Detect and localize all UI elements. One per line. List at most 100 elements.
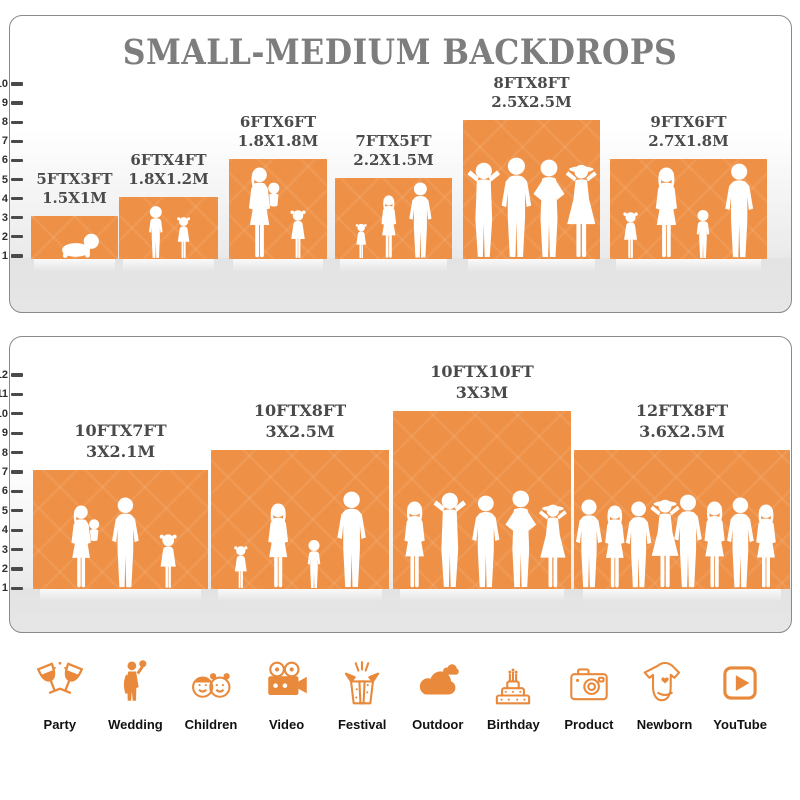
ruler-tick <box>11 450 23 455</box>
backdrop-rect <box>229 159 327 272</box>
backdrop-rect <box>610 159 767 272</box>
ruler-tick <box>11 567 23 571</box>
backdrop-rect <box>119 197 218 272</box>
ruler-number: 12 <box>0 369 8 381</box>
backdrop-size-label: 6FTX6FT 1.8X1.8M <box>238 113 318 151</box>
backdrop-size-label: 9FTX6FT 2.7X1.8M <box>648 113 728 151</box>
product-camera-icon <box>570 668 608 701</box>
category-label: Party <box>43 717 77 732</box>
ruler-number: 8 <box>1 116 8 129</box>
ruler-tick <box>11 373 23 377</box>
ruler-tick <box>11 196 23 201</box>
size-m: 2.2X1.5M <box>353 150 434 169</box>
category-label: Product <box>564 717 614 732</box>
size-m: 1.5X1M <box>42 188 107 207</box>
backdrop-rect <box>463 120 600 272</box>
size-ft: 5FTX3FT <box>36 169 113 188</box>
backdrop-size-label: 10FTX7FT 3X2.1M <box>74 421 166 462</box>
silhouette-man <box>332 491 371 589</box>
ruler-number: 2 <box>1 230 8 243</box>
wedding-couple-icon <box>124 660 147 701</box>
category-label: Outdoor <box>412 717 464 732</box>
category-label: YouTube <box>713 717 767 732</box>
ruler-tick <box>11 120 23 124</box>
ruler-number: 2 <box>1 563 8 575</box>
children-faces-icon <box>192 673 231 698</box>
category-label: Birthday <box>486 717 540 732</box>
category-festival: Festival <box>324 658 400 732</box>
silhouette-toddler-girl <box>288 209 308 259</box>
ruler-tick <box>11 509 23 513</box>
backdrop-size-label: 6FTX4FT 1.8X1.2M <box>128 151 208 189</box>
silhouette-man <box>405 182 436 259</box>
silhouette-woman-posing <box>558 162 605 259</box>
ruler-number: 3 <box>1 543 8 556</box>
backdrop-size-label: 12FTX8FT 3.6X2.5M <box>636 401 728 442</box>
category-newborn: Newborn <box>627 658 703 732</box>
size-m: 2.7X1.8M <box>648 131 729 150</box>
size-ft: 10FTX8FT <box>253 401 347 421</box>
ruler-tick <box>11 586 23 591</box>
backdrop-rect <box>335 178 452 272</box>
ruler-number: 10 <box>0 78 8 90</box>
page-title: SMALL-MEDIUM BACKDROPS <box>123 32 678 73</box>
silhouette-woman-posing <box>532 502 574 589</box>
ruler-number: 3 <box>1 211 8 224</box>
ruler-tick <box>11 412 23 416</box>
ruler-tick <box>11 216 23 220</box>
silhouette-woman-holding-child <box>66 505 105 589</box>
ruler-tick <box>11 489 23 494</box>
ruler-tick <box>11 431 23 435</box>
ruler-number: 4 <box>1 524 8 537</box>
silhouette-woman <box>749 504 783 589</box>
size-ft: 6FTX4FT <box>130 150 207 169</box>
silhouette-boy <box>304 539 324 589</box>
ruler-tick <box>11 158 23 163</box>
category-label: Wedding <box>108 717 163 732</box>
backdrop-size-label: 7FTX5FT 2.2X1.5M <box>353 132 433 170</box>
ruler-number: 4 <box>1 192 8 205</box>
ruler-number: 1 <box>1 249 8 262</box>
ruler-number: 10 <box>0 407 8 420</box>
ruler-tick <box>11 470 23 474</box>
silhouette-toddler-girl <box>354 223 368 259</box>
newborn-onesie-icon <box>643 662 680 702</box>
youtube-play-icon <box>723 666 757 700</box>
category-label: Festival <box>337 717 387 732</box>
backdrop-rect <box>33 470 208 602</box>
silhouette-girl <box>175 216 192 259</box>
silhouette-woman <box>261 503 295 589</box>
size-ft: 9FTX6FT <box>650 112 727 131</box>
silhouette-man <box>107 497 144 589</box>
ruler-number: 7 <box>1 135 8 148</box>
backdrop-size-label: 5FTX3FT 1.5X1M <box>36 170 112 208</box>
ruler-number: 11 <box>0 388 8 401</box>
size-m: 1.8X1.2M <box>128 169 209 188</box>
size-m: 3X3M <box>455 382 509 402</box>
ruler-tick <box>11 82 23 86</box>
silhouette-crawling-baby <box>57 233 100 259</box>
silhouette-toddler-girl <box>232 545 250 589</box>
panel-small-medium: SMALL-MEDIUM BACKDROPS 10 9 8 7 6 5 4 3 2 1 5FTX3… <box>0 15 792 313</box>
size-m: 3X2.5M <box>265 421 335 441</box>
silhouette-boy <box>145 205 167 259</box>
ruler-number: 9 <box>1 427 8 440</box>
size-m: 1.8X1.8M <box>237 131 319 150</box>
backdrop-rect <box>31 216 118 272</box>
category-video: Video <box>249 658 325 732</box>
ruler-number: 5 <box>1 173 8 186</box>
ruler-number: 5 <box>1 504 8 517</box>
video-camera-icon <box>267 661 307 695</box>
category-wedding: Wedding <box>98 658 174 732</box>
ruler-number: 9 <box>1 97 8 110</box>
category-product: Product <box>551 658 627 732</box>
size-ft: 10FTX10FT <box>430 362 534 382</box>
ruler-tick <box>11 139 23 143</box>
silhouette-man <box>720 163 758 259</box>
ruler-tick <box>11 392 23 397</box>
backdrop-size-label: 8FTX8FT 2.5X2.5M <box>491 74 571 112</box>
backdrop-rect <box>393 411 574 602</box>
backdrop-rect <box>574 450 790 602</box>
category-label: Children <box>184 717 238 732</box>
